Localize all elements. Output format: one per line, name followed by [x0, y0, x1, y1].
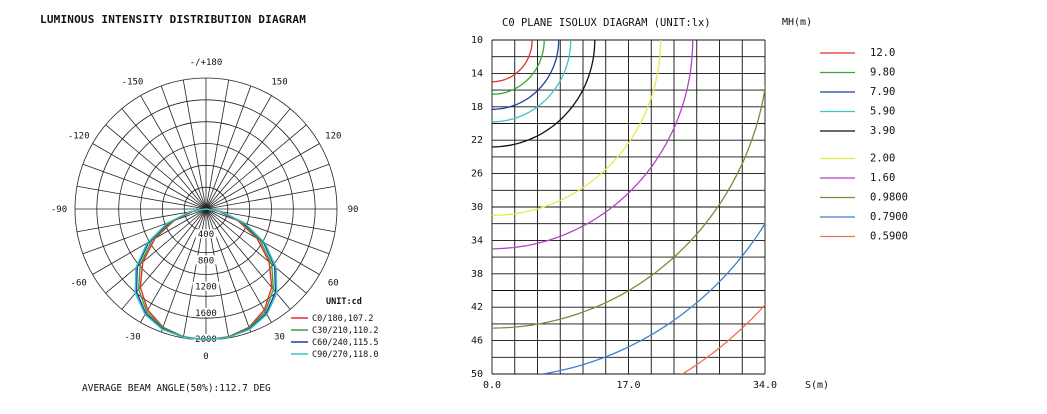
isolux-legend-label: 12.0: [870, 47, 895, 59]
polar-spoke: [121, 108, 207, 210]
isolux-y-tick: 14: [471, 68, 483, 79]
polar-angle-label: 90: [348, 205, 359, 215]
beam-angle-footer: AVERAGE BEAM ANGLE(50%):112.7 DEG: [82, 383, 271, 394]
polar-radial-label-bg: [195, 255, 217, 265]
polar-legend-label: C0/180,107.2: [312, 314, 373, 324]
polar-angle-label: -30: [124, 332, 140, 342]
polar-angle-label: -60: [71, 279, 87, 289]
isolux-legend-label: 0.5900: [870, 231, 908, 243]
isolux-legend-label: 0.9800: [870, 192, 908, 204]
isolux-contour: [492, 40, 694, 250]
polar-spoke: [182, 79, 207, 210]
polar-spoke: [160, 85, 207, 210]
polar-spoke: [105, 208, 207, 294]
polar-radial-label-bg: [192, 307, 220, 317]
isolux-x-tick: 0.0: [483, 380, 501, 391]
polar-angle-label: -120: [68, 132, 90, 142]
polar-angle-label: -90: [51, 205, 67, 215]
isolux-y-axis-label: MH(m): [782, 17, 812, 28]
isolux-contour: [492, 40, 545, 95]
isolux-y-tick: 42: [471, 302, 483, 313]
polar-angle-label: 60: [328, 279, 339, 289]
polar-radial-label: 1200: [195, 283, 217, 293]
isolux-y-tick: 50: [471, 369, 483, 380]
polar-spoke: [140, 208, 207, 323]
isolux-x-tick: 34.0: [753, 380, 777, 391]
polar-spoke: [205, 208, 272, 323]
isolux-y-tick: 26: [471, 169, 483, 180]
polar-spoke: [76, 185, 207, 210]
polar-spoke: [140, 95, 207, 210]
polar-spoke: [105, 124, 207, 210]
polar-spoke: [205, 108, 291, 210]
polar-spoke: [205, 124, 307, 210]
polar-chart-title: LUMINOUS INTENSITY DISTRIBUTION DIAGRAM: [40, 13, 307, 26]
polar-angle-label: 30: [274, 332, 285, 342]
isolux-y-tick: 18: [471, 102, 483, 113]
isolux-legend-label: 5.90: [870, 106, 895, 118]
isolux-y-tick: 30: [471, 202, 483, 213]
isolux-legend-label: 0.7900: [870, 211, 908, 223]
isolux-curves: [492, 40, 765, 374]
polar-spoke: [205, 208, 330, 255]
polar-radial-label: 800: [198, 256, 214, 266]
isolux-y-tick: 10: [471, 35, 483, 46]
polar-spoke: [205, 95, 272, 210]
isolux-chart-title: C0 PLANE ISOLUX DIAGRAM (UNIT:lx): [502, 17, 711, 29]
isolux-contour: [492, 40, 533, 83]
isolux-y-tick: 38: [471, 269, 483, 280]
isolux-contour: [681, 303, 765, 374]
polar-spoke: [82, 208, 207, 255]
polar-angle-label: 120: [325, 132, 341, 142]
polar-radial-label-bg: [195, 229, 217, 239]
isolux-legend-label: 9.80: [870, 67, 895, 79]
polar-radial-label-bg: [192, 281, 220, 291]
polar-legend-label: C90/270,118.0: [312, 350, 379, 360]
isolux-y-tick: 22: [471, 135, 483, 146]
polar-angle-label: 0: [203, 352, 208, 362]
isolux-y-tick: 46: [471, 336, 483, 347]
polar-angle-label: -150: [122, 78, 144, 88]
polar-spoke: [205, 208, 336, 233]
polar-angle-label: 150: [271, 78, 287, 88]
polar-legend-label: C60/240,115.5: [312, 338, 379, 348]
polar-radial-label-bg: [192, 334, 220, 343]
polar-curve-c90: [134, 208, 278, 341]
polar-chart: -/+180 -150 150 -120 120 -90 90 -60 60 -30 30 0 400 8…: [51, 58, 379, 362]
polar-angle-label: -/+180: [190, 58, 223, 68]
isolux-x-tick: 17.0: [616, 380, 640, 391]
polar-spoke: [205, 143, 320, 210]
isolux-legend-label: 2.00: [870, 153, 895, 165]
polar-legend-label: C30/210,110.2: [312, 326, 379, 336]
isolux-contour: [492, 84, 765, 329]
polar-spoke: [205, 79, 230, 210]
polar-spoke: [92, 143, 207, 210]
isolux-legend-label: 1.60: [870, 172, 895, 184]
polar-radial-label: 1600: [195, 309, 217, 319]
polar-spoke: [76, 208, 207, 233]
isolux-contour: [492, 40, 662, 216]
isolux-y-tick: 34: [471, 235, 483, 246]
polar-spoke: [205, 85, 252, 210]
polar-radial-label: 400: [198, 230, 214, 240]
polar-spoke: [205, 208, 307, 294]
polar-spoke: [82, 163, 207, 210]
polar-spoke: [205, 185, 336, 210]
isolux-contour: [538, 222, 765, 374]
polar-unit-label: UNIT:cd: [326, 297, 362, 307]
polar-spoke: [205, 163, 330, 210]
isolux-x-axis-label: S(m): [805, 380, 829, 391]
isolux-contour: [492, 40, 572, 123]
isolux-contour: [492, 40, 596, 148]
isolux-legend-label: 7.90: [870, 86, 895, 98]
isolux-legend-label: 3.90: [870, 125, 895, 137]
isolux-contour: [492, 40, 560, 110]
